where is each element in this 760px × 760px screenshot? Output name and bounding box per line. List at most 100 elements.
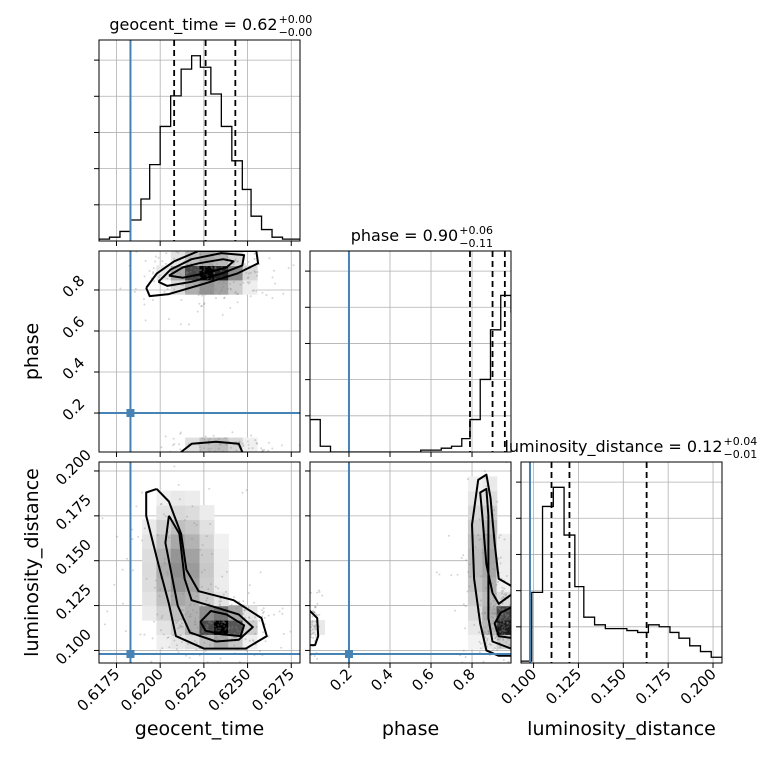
sample-point: [314, 605, 317, 608]
histogram-luminosity_distance: [521, 486, 722, 663]
sample-point: [223, 296, 226, 299]
sample-point: [253, 258, 256, 260]
sample-point: [143, 298, 145, 301]
sample-point: [204, 633, 207, 636]
sample-point: [121, 602, 124, 605]
sample-point: [158, 595, 161, 598]
sample-point: [166, 277, 169, 280]
sample-point: [247, 447, 250, 450]
x-tick-label: 0.6: [408, 665, 438, 695]
sample-point: [181, 284, 184, 287]
sample-point: [210, 292, 213, 295]
sample-point: [243, 609, 246, 612]
sample-point: [198, 276, 201, 279]
sample-point: [180, 299, 183, 301]
sample-point: [167, 589, 170, 592]
sample-point: [195, 623, 198, 626]
sample-point: [131, 569, 134, 572]
sample-point: [248, 584, 251, 587]
sample-point: [501, 613, 504, 616]
sample-point: [503, 538, 506, 541]
x-tick-label: 0.6200: [117, 665, 167, 715]
sample-point: [492, 613, 495, 616]
sample-point: [235, 627, 238, 630]
density-cell: [185, 533, 201, 549]
sample-point: [210, 283, 213, 286]
sample-point: [469, 575, 472, 578]
sample-point: [219, 627, 222, 630]
sample-point: [188, 604, 191, 607]
sample-point: [209, 291, 212, 294]
sample-point: [201, 263, 204, 266]
sample-point: [155, 579, 158, 582]
sample-point: [229, 306, 232, 309]
sample-point: [490, 622, 493, 625]
sample-point: [497, 580, 500, 583]
sample-point: [153, 586, 156, 589]
sample-point: [223, 625, 226, 627]
x-tick-label: 0.2: [326, 665, 356, 695]
sample-point: [234, 258, 237, 261]
sample-point: [460, 556, 463, 559]
sample-point: [206, 626, 209, 629]
sample-point: [267, 449, 270, 452]
sample-point: [177, 483, 180, 486]
sample-point: [493, 509, 495, 512]
sample-point: [223, 621, 226, 624]
sample-point: [313, 611, 316, 614]
sample-point: [175, 648, 178, 651]
contour-line: [168, 258, 235, 279]
sample-point: [211, 267, 214, 270]
y-axis-label-phase: phase: [21, 323, 43, 380]
sample-point: [243, 609, 246, 611]
sample-point: [247, 606, 250, 609]
sample-point: [210, 447, 213, 450]
sample-point: [214, 288, 217, 291]
sample-point: [247, 443, 250, 446]
sample-point: [168, 646, 171, 649]
density-cell: [156, 505, 172, 521]
density-cell: [199, 562, 215, 578]
sample-point: [210, 266, 213, 269]
sample-point: [478, 518, 481, 521]
sample-point: [179, 626, 181, 629]
sample-point: [242, 444, 245, 447]
sample-point: [454, 609, 456, 612]
sample-point: [224, 437, 227, 439]
y-tick-label: 0.6: [59, 313, 89, 343]
sample-point: [185, 272, 188, 275]
sample-point: [208, 487, 211, 490]
sample-point: [314, 624, 317, 627]
sample-point: [312, 637, 315, 639]
sample-point: [178, 624, 181, 627]
density-cell: [199, 505, 215, 521]
sample-point: [203, 268, 206, 271]
sample-point: [247, 272, 250, 275]
sample-point: [143, 275, 146, 278]
sample-point: [236, 301, 239, 304]
sample-point: [499, 623, 502, 625]
sample-point: [204, 649, 207, 652]
sample-point: [505, 594, 507, 597]
sample-point: [143, 303, 146, 306]
sample-point: [477, 534, 480, 537]
sample-point: [498, 624, 501, 627]
sample-point: [180, 641, 183, 644]
sample-point: [196, 310, 199, 313]
sample-point: [508, 604, 511, 607]
sample-point: [188, 563, 191, 566]
sample-point: [121, 568, 124, 571]
sample-point: [143, 527, 146, 530]
panel-geocent_time-luminosity_distance: [101, 465, 292, 663]
sample-point: [259, 571, 262, 574]
sample-point: [486, 639, 489, 642]
sample-point: [152, 272, 154, 275]
sample-point: [253, 270, 256, 273]
sample-point: [199, 548, 202, 551]
sample-point: [206, 597, 209, 600]
sample-point: [314, 628, 317, 631]
sample-point: [462, 603, 465, 606]
sample-point: [195, 576, 197, 579]
sample-point: [310, 636, 313, 639]
sample-point: [210, 278, 213, 281]
